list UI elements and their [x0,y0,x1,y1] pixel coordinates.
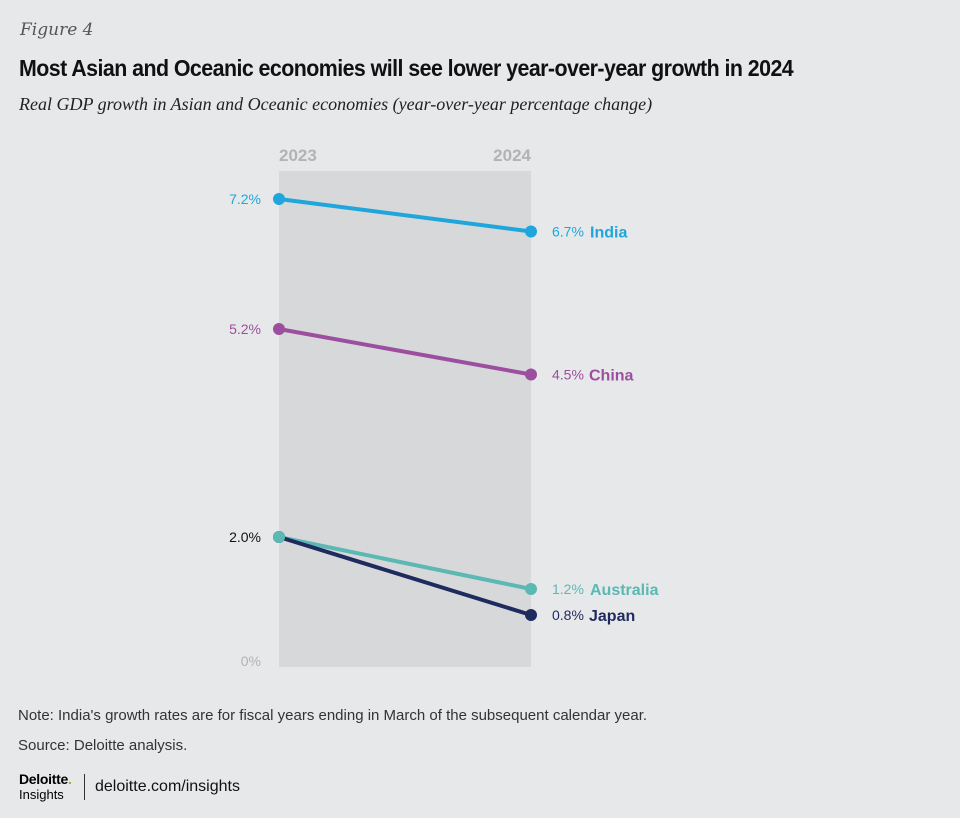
data-point-australia-2024 [525,583,537,595]
series-label-australia: Australia [590,582,659,599]
data-point-india-2023 [273,193,285,205]
chart-subtitle: Real GDP growth in Asian and Oceanic eco… [19,94,653,114]
series-label-india: India [590,225,627,242]
series-line-australia [278,535,532,591]
data-point-china-2024 [525,368,537,381]
y-axis-label-0: 0% [241,653,261,669]
footer-divider [84,774,85,800]
note-text: Note: India's growth rates are for fisca… [18,707,648,724]
value-label-2023-5-2: 5.2% [229,321,261,337]
value-label-australia-2024: 1.2% [552,581,584,597]
value-label-india-2024: 6.7% [552,224,584,240]
period-band [279,171,531,667]
series-line-india [278,197,532,234]
insights-logo-text: Insights [19,787,64,802]
data-point-japan-2024 [525,609,537,621]
series-label-japan: Japan [589,608,635,625]
source-text: Source: Deloitte analysis. [18,737,188,754]
x-label-2024: 2024 [493,146,531,165]
data-point-australia-2023 [273,531,285,543]
data-point-india-2024 [525,225,537,238]
x-label-2023: 2023 [279,146,317,165]
value-label-japan-2024: 0.8% [552,607,584,623]
deloitte-logo: Deloitte. [19,771,72,787]
value-label-2023-2-0: 2.0% [229,529,261,545]
series-line-china [278,327,532,377]
figure-label: Figure 4 [20,20,94,40]
value-label-china-2024: 4.5% [552,367,584,383]
chart-title: Most Asian and Oceanic economies will se… [19,55,794,81]
value-label-2023-7-2: 7.2% [229,191,261,207]
series-line-japan [278,535,532,617]
site-link[interactable]: deloitte.com/insights [95,778,240,795]
data-point-china-2023 [273,323,285,335]
series-label-china: China [589,368,634,385]
